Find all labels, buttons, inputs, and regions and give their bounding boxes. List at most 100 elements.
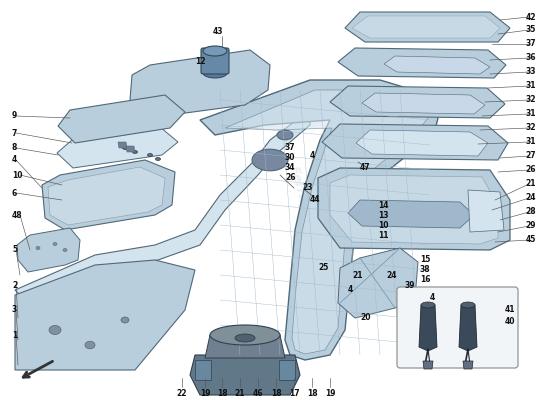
Text: 8: 8	[12, 144, 18, 152]
Polygon shape	[348, 200, 474, 228]
Polygon shape	[126, 146, 135, 152]
Text: 27: 27	[525, 152, 536, 160]
Ellipse shape	[85, 341, 95, 349]
Text: 31: 31	[525, 110, 536, 118]
Polygon shape	[356, 130, 488, 156]
Text: 30: 30	[285, 154, 295, 162]
Text: 40: 40	[505, 318, 515, 326]
Polygon shape	[459, 305, 477, 351]
Text: 22: 22	[177, 388, 187, 398]
Ellipse shape	[235, 334, 255, 342]
Polygon shape	[58, 95, 185, 143]
Polygon shape	[17, 228, 80, 272]
FancyBboxPatch shape	[201, 48, 229, 74]
Text: 26: 26	[285, 174, 295, 182]
Text: 45: 45	[526, 236, 536, 244]
Text: 18: 18	[271, 388, 281, 398]
Ellipse shape	[210, 325, 280, 345]
Text: 9: 9	[12, 112, 17, 120]
Text: 10: 10	[12, 170, 23, 180]
Text: 4: 4	[12, 156, 17, 164]
Polygon shape	[200, 80, 440, 360]
Text: 19: 19	[200, 388, 210, 398]
Ellipse shape	[63, 248, 67, 252]
Ellipse shape	[133, 150, 138, 154]
Text: 24: 24	[386, 270, 397, 280]
Text: 2: 2	[12, 280, 17, 290]
Text: 4: 4	[310, 150, 315, 160]
Polygon shape	[195, 360, 211, 380]
Ellipse shape	[53, 242, 57, 246]
Text: 37: 37	[525, 40, 536, 48]
Text: 10: 10	[378, 220, 388, 230]
Text: 39: 39	[405, 280, 415, 290]
Text: 29: 29	[525, 222, 536, 230]
Polygon shape	[423, 361, 433, 369]
Text: 4: 4	[348, 286, 353, 294]
Polygon shape	[338, 248, 418, 318]
FancyBboxPatch shape	[397, 287, 518, 368]
Ellipse shape	[203, 68, 227, 78]
Ellipse shape	[277, 130, 293, 140]
Text: 14: 14	[378, 200, 388, 210]
Text: 15: 15	[420, 256, 430, 264]
Text: 18: 18	[307, 388, 317, 398]
Text: 4: 4	[430, 294, 435, 302]
Ellipse shape	[147, 154, 152, 156]
Ellipse shape	[461, 302, 475, 308]
Polygon shape	[468, 190, 504, 232]
Text: 35: 35	[526, 26, 536, 34]
Polygon shape	[190, 355, 300, 395]
Text: 11: 11	[378, 230, 388, 240]
Polygon shape	[463, 361, 473, 369]
Text: 21: 21	[525, 180, 536, 188]
Ellipse shape	[36, 246, 40, 250]
Polygon shape	[15, 110, 310, 305]
Text: 24: 24	[525, 194, 536, 202]
Polygon shape	[205, 335, 285, 358]
Ellipse shape	[203, 46, 227, 56]
Polygon shape	[338, 48, 506, 78]
Text: 31: 31	[525, 82, 536, 90]
Polygon shape	[57, 127, 178, 168]
Polygon shape	[362, 93, 485, 114]
Text: 42: 42	[525, 12, 536, 22]
Ellipse shape	[252, 149, 288, 171]
Text: 17: 17	[289, 388, 299, 398]
Text: 46: 46	[253, 388, 263, 398]
Text: 3: 3	[12, 306, 17, 314]
Polygon shape	[42, 160, 175, 230]
Ellipse shape	[121, 317, 129, 323]
Polygon shape	[318, 168, 510, 250]
Ellipse shape	[123, 146, 128, 150]
Text: 31: 31	[525, 138, 536, 146]
Text: 33: 33	[525, 68, 536, 76]
Text: 21: 21	[235, 388, 245, 398]
Ellipse shape	[421, 302, 435, 308]
Text: 38: 38	[420, 266, 431, 274]
Text: 21: 21	[352, 270, 362, 280]
Text: 19: 19	[324, 388, 336, 398]
Text: 26: 26	[525, 166, 536, 174]
Text: 16: 16	[420, 276, 431, 284]
Text: 1: 1	[12, 330, 17, 340]
Text: 23: 23	[302, 184, 312, 192]
Text: 34: 34	[285, 164, 295, 172]
Text: 18: 18	[217, 388, 227, 398]
Text: 28: 28	[525, 208, 536, 216]
Text: 32: 32	[525, 124, 536, 132]
Text: Ferrari California T: Ferrari California T	[287, 164, 333, 296]
Text: 36: 36	[525, 54, 536, 62]
Polygon shape	[352, 16, 500, 38]
Polygon shape	[130, 50, 270, 118]
Ellipse shape	[156, 158, 161, 160]
Polygon shape	[345, 12, 510, 42]
Text: 13: 13	[378, 210, 388, 220]
Polygon shape	[279, 360, 295, 380]
Text: 44: 44	[310, 196, 321, 204]
Text: 25: 25	[318, 264, 328, 272]
Polygon shape	[384, 56, 490, 74]
Polygon shape	[48, 167, 165, 225]
Polygon shape	[322, 124, 508, 160]
Polygon shape	[419, 305, 437, 351]
